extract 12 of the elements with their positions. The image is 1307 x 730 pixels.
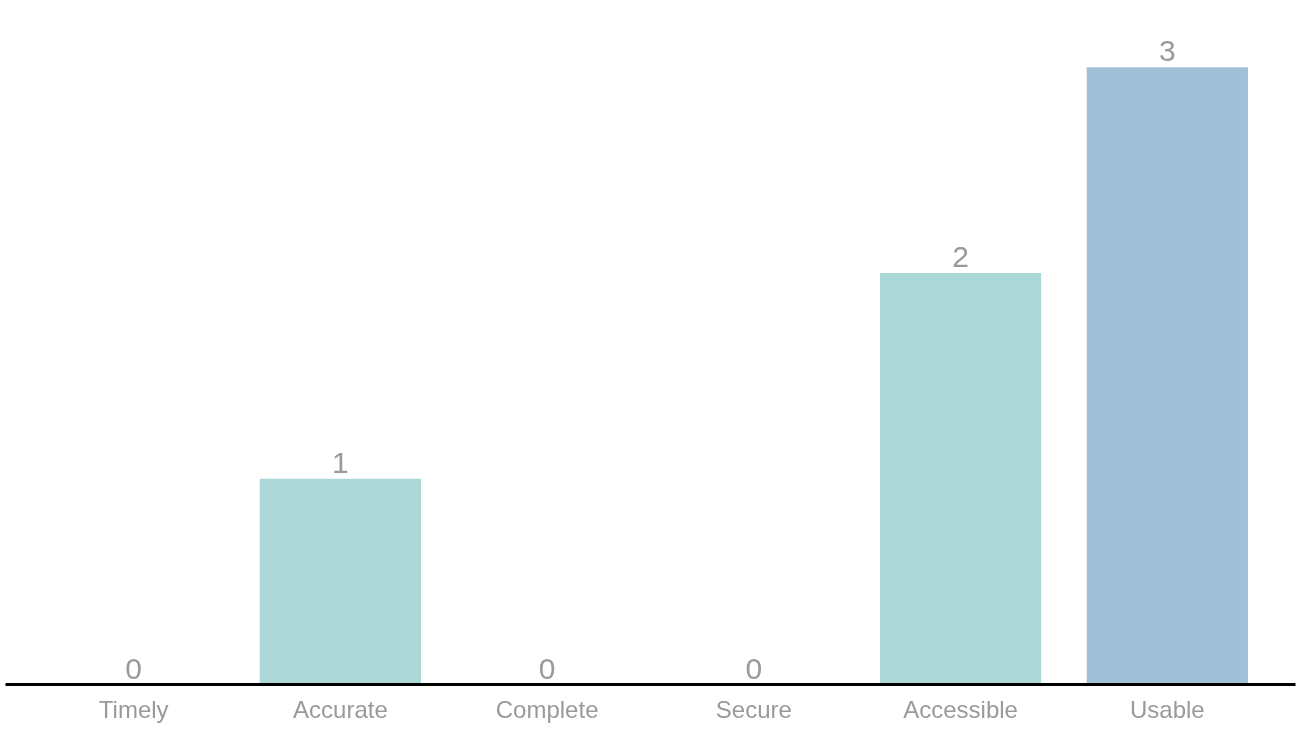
data-label: 3 xyxy=(1158,34,1176,68)
x-tick-label: Complete xyxy=(495,695,599,723)
data-label: 0 xyxy=(125,651,143,685)
x-tick-label: Timely xyxy=(98,695,169,723)
data-label: 1 xyxy=(332,445,349,479)
x-tick-label: Usable xyxy=(1129,695,1205,723)
data-label: 0 xyxy=(538,651,556,685)
data-label: 0 xyxy=(745,651,763,685)
x-tick-label: Accurate xyxy=(293,695,388,723)
data-label: 2 xyxy=(952,239,969,273)
x-tick-label: Accessible xyxy=(903,695,1018,723)
x-tick-label: Secure xyxy=(715,695,792,723)
